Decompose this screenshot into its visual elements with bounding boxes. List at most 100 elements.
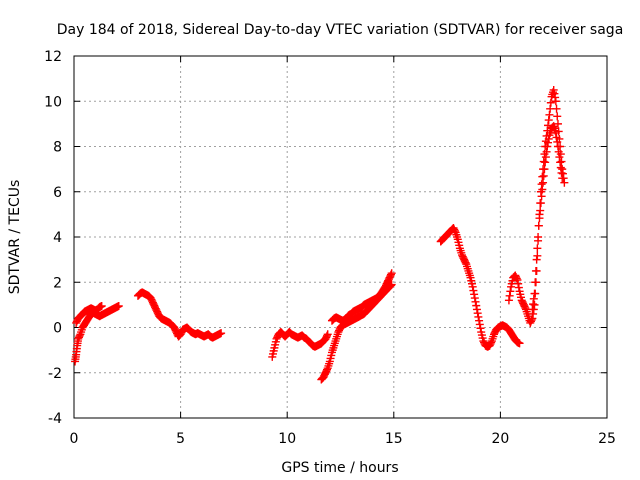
data-point <box>555 153 564 162</box>
x-tick-label: 20 <box>491 431 509 447</box>
data-series <box>72 302 106 327</box>
data-point <box>538 185 547 194</box>
data-point <box>534 233 543 241</box>
y-tick-label: 8 <box>53 140 62 156</box>
data-point <box>474 312 483 321</box>
data-point <box>97 302 106 311</box>
data-point <box>538 172 547 181</box>
data-point <box>539 157 548 166</box>
data-series <box>504 85 569 327</box>
data-point <box>529 309 538 318</box>
data-point <box>529 300 538 309</box>
data-point <box>556 163 565 172</box>
data-point <box>544 116 553 125</box>
data-point <box>387 280 396 289</box>
data-point <box>537 180 546 189</box>
data-point <box>556 158 565 167</box>
data-point <box>544 134 553 143</box>
data-point <box>469 286 478 295</box>
data-point <box>528 314 537 323</box>
data-point <box>533 244 542 253</box>
data-point <box>387 269 396 278</box>
chart-title: Day 184 of 2018, Sidereal Day-to-day VTE… <box>57 22 624 38</box>
data-series <box>133 288 226 342</box>
y-tick-label: 2 <box>53 275 62 291</box>
data-point <box>550 89 559 98</box>
data-point <box>505 291 514 300</box>
y-tick-labels: -4 -2 0 2 4 6 8 10 12 <box>44 49 62 427</box>
x-tick-labels: 0 5 10 15 20 25 <box>70 431 616 447</box>
data-point <box>461 258 470 267</box>
data-point <box>552 104 561 113</box>
y-tick-label: 6 <box>53 185 62 201</box>
x-tick-label: 15 <box>385 431 403 447</box>
data-point <box>514 279 523 288</box>
data-point <box>542 147 551 156</box>
y-tick-label: -4 <box>48 411 62 427</box>
data-point <box>540 165 549 174</box>
data-point <box>554 147 563 156</box>
data-point <box>322 365 331 374</box>
data-point <box>560 178 569 187</box>
data-point <box>536 206 545 215</box>
x-tick-label: 25 <box>598 431 616 447</box>
data-point <box>527 315 536 324</box>
data-point <box>552 133 561 142</box>
grid <box>74 56 607 418</box>
data-point <box>323 330 332 339</box>
data-series <box>436 223 524 351</box>
data-point <box>537 192 546 201</box>
data-point <box>476 324 485 333</box>
data-point <box>450 226 459 235</box>
data-point <box>544 138 553 147</box>
y-tick-label: 10 <box>44 94 62 110</box>
data-series <box>528 122 567 314</box>
data-point <box>546 98 555 107</box>
data-point <box>506 287 515 296</box>
data-point <box>470 294 479 303</box>
data-point <box>536 199 545 208</box>
data-point <box>475 320 484 329</box>
data-point <box>553 112 562 121</box>
data-point <box>470 290 479 299</box>
data-point <box>558 165 567 174</box>
y-tick-label: 0 <box>53 321 62 337</box>
data-point <box>545 110 554 119</box>
data-point <box>543 142 552 151</box>
data-point <box>549 85 558 94</box>
data-point <box>513 275 522 284</box>
data-point <box>551 97 560 106</box>
data-point <box>534 221 543 230</box>
data-point <box>75 331 84 340</box>
y-axis-label: SDTVAR / TECUs <box>7 180 23 295</box>
data-markers <box>71 85 569 384</box>
data-point <box>322 331 331 340</box>
data-point <box>532 255 541 264</box>
data-series <box>317 280 396 384</box>
data-point <box>472 305 481 314</box>
data-point <box>541 158 550 167</box>
data-point <box>557 168 566 177</box>
data-point <box>468 282 477 291</box>
x-tick-label: 0 <box>70 431 79 447</box>
x-tick-label: 5 <box>176 431 185 447</box>
data-point <box>473 309 482 318</box>
data-point <box>530 300 539 309</box>
data-point <box>386 270 395 279</box>
data-point <box>528 305 537 314</box>
data-point <box>553 119 562 128</box>
data-point <box>539 171 548 180</box>
data-point <box>114 302 123 311</box>
data-point <box>551 128 560 137</box>
data-point <box>529 294 538 303</box>
data-series <box>268 328 332 361</box>
data-point <box>217 329 226 338</box>
data-point <box>471 297 480 306</box>
y-tick-label: 12 <box>44 49 62 65</box>
data-point <box>514 283 523 292</box>
data-point <box>472 301 481 310</box>
y-tick-label: 4 <box>53 230 62 246</box>
x-axis-label: GPS time / hours <box>281 460 398 476</box>
data-series <box>327 269 396 325</box>
